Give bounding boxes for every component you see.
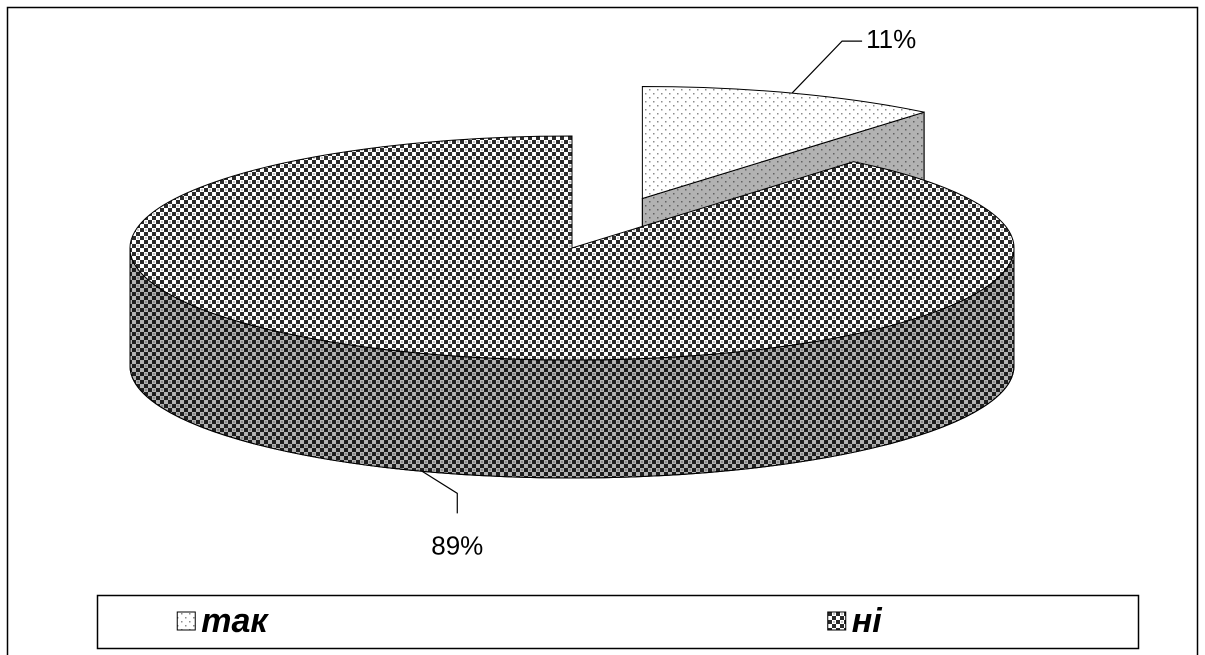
slice — [641, 85, 925, 200]
legend-box — [96, 594, 1140, 650]
legend-swatch — [176, 611, 196, 631]
data-label: 89% — [431, 530, 483, 560]
leader-line — [791, 40, 863, 94]
legend-label: так — [201, 602, 269, 640]
data-label: 11% — [866, 24, 916, 54]
legend-swatch — [827, 611, 847, 631]
slice — [129, 135, 1015, 361]
legend-label: ні — [852, 602, 884, 640]
leader-line — [421, 470, 458, 514]
